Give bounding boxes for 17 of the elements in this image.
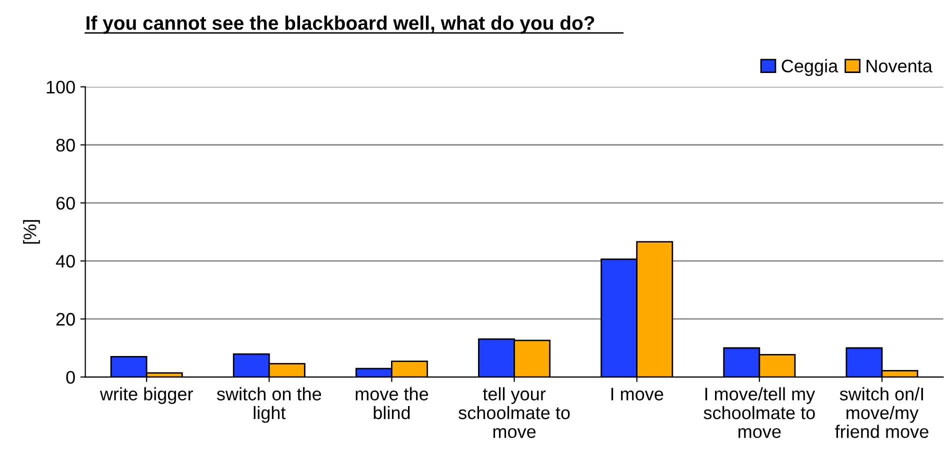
y-tick-label: 20 xyxy=(56,312,75,326)
legend-label: Ceggia xyxy=(782,59,838,76)
y-tick-label: 80 xyxy=(56,138,75,152)
y-tick-label: 60 xyxy=(56,196,75,210)
x-tick-label: switch on/I move/my friend move xyxy=(835,387,928,438)
x-tick-label: move the blind xyxy=(356,387,428,420)
x-tick-label: I move/tell my schoolmate to move xyxy=(704,387,816,438)
chart-title: If you cannot see the blackboard well, what do you do? xyxy=(86,16,594,34)
x-tick-label: switch on the light xyxy=(216,387,322,423)
x-tick-label: write bigger xyxy=(100,387,193,404)
legend-label: Noventa xyxy=(866,60,932,72)
y-axis-title: [%] xyxy=(23,220,40,244)
y-tick-label: 40 xyxy=(56,254,75,268)
x-tick-label: I move xyxy=(611,388,664,400)
y-tick-label: 0 xyxy=(66,370,75,384)
x-tick-label: tell your schoolmate to move xyxy=(458,387,570,438)
y-tick-label: 100 xyxy=(46,80,75,94)
